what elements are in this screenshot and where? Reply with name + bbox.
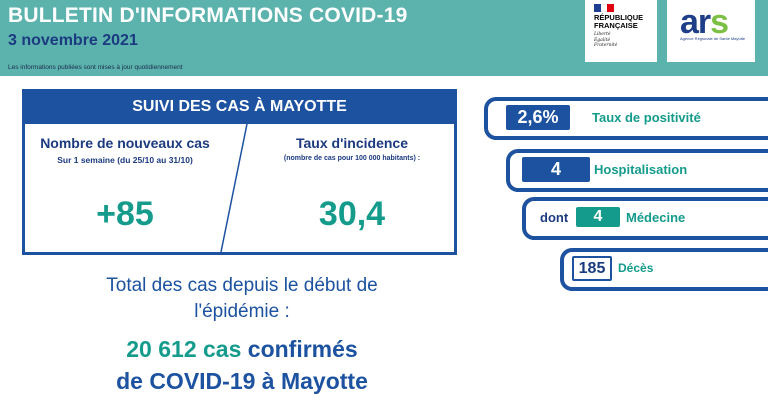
- incidence-value: 30,4: [318, 195, 386, 233]
- medecine-prefix: dont: [540, 210, 569, 225]
- panel-divider: [220, 124, 248, 252]
- total-intro: Total des cas depuis le début de l'épidé…: [106, 275, 378, 322]
- rf-name: RÉPUBLIQUE FRANÇAISE: [594, 13, 644, 30]
- french-flag-icon: [594, 4, 615, 12]
- medecine-indicator: dont 4 Médecine: [522, 197, 768, 240]
- hospitalisation-indicator: 4 Hospitalisation: [506, 149, 768, 192]
- new-cases-sublabel: Sur 1 semaine (du 25/10 au 31/10): [57, 155, 193, 165]
- total-confirmed: 20 612 cas confirmés de COVID-19 à Mayot…: [116, 336, 368, 394]
- bulletin-title: BULLETIN D'INFORMATIONS COVID-19: [8, 4, 408, 27]
- header-bar: BULLETIN D'INFORMATIONS COVID-19 3 novem…: [0, 0, 768, 76]
- hospitalisation-value: 4: [522, 157, 590, 182]
- deces-label: Décès: [618, 261, 654, 275]
- rf-motto: Liberté Égalité Fraternité: [594, 32, 618, 48]
- cases-panel-title: SUIVI DES CAS À MAYOTTE: [22, 89, 457, 124]
- deces-value: 185: [572, 256, 612, 281]
- update-note: Les informations publiées sont mises à j…: [8, 64, 183, 71]
- ars-logo: ars Agence Régionale de Santé Mayotte: [667, 0, 755, 62]
- republique-francaise-logo: RÉPUBLIQUE FRANÇAISE Liberté Égalité Fra…: [585, 0, 657, 62]
- ars-wordmark: ars: [680, 3, 729, 41]
- total-count: 20 612 cas: [126, 336, 242, 362]
- incidence-label: Taux d'incidence: [296, 135, 408, 151]
- positivity-value: 2,6%: [506, 105, 570, 130]
- ars-subtitle: Agence Régionale de Santé Mayotte: [680, 36, 746, 41]
- deces-indicator: 185 Décès: [560, 248, 768, 291]
- bulletin-date: 3 novembre 2021: [8, 32, 138, 49]
- new-cases-value: +85: [96, 195, 154, 233]
- new-cases-label: Nombre de nouveaux cas: [40, 135, 210, 151]
- medecine-value: 4: [576, 207, 620, 227]
- hospitalisation-label: Hospitalisation: [594, 162, 688, 177]
- cases-panel: SUIVI DES CAS À MAYOTTE Nombre de nouvea…: [22, 89, 457, 255]
- positivity-label: Taux de positivité: [592, 110, 701, 125]
- positivity-indicator: 2,6% Taux de positivité: [484, 97, 768, 140]
- medecine-label: Médecine: [626, 210, 686, 225]
- incidence-sublabel: (nombre de cas pour 100 000 habitants) :: [283, 155, 421, 162]
